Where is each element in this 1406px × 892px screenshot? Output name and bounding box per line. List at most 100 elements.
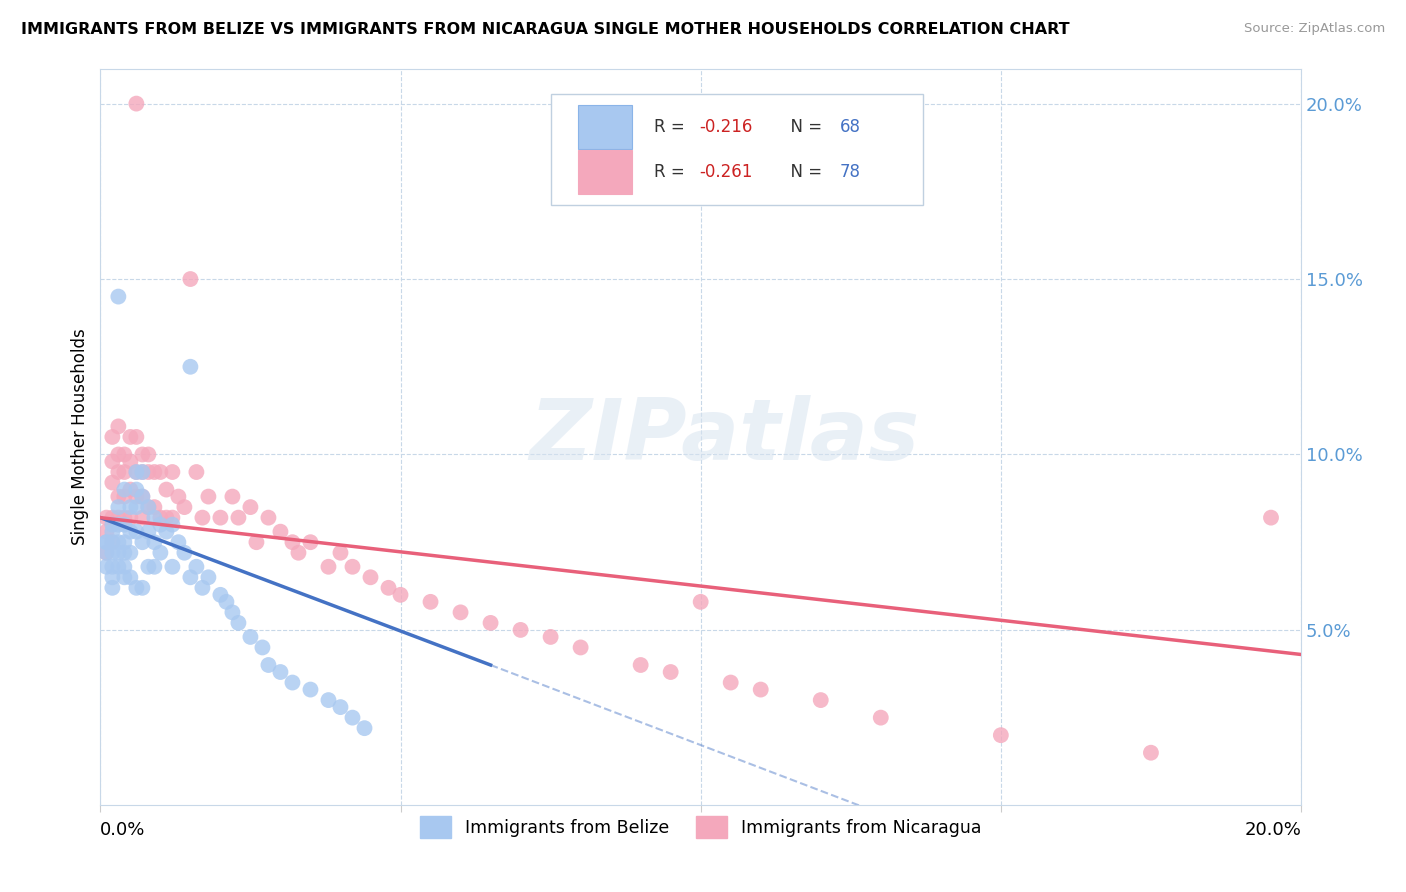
Point <box>509 623 531 637</box>
Point <box>162 517 184 532</box>
Point <box>869 711 891 725</box>
Point <box>96 546 118 560</box>
Point <box>149 510 172 524</box>
Point <box>120 500 142 515</box>
Point <box>228 615 250 630</box>
Point <box>252 640 274 655</box>
Point <box>101 510 124 524</box>
Point <box>569 640 592 655</box>
Point <box>179 359 201 374</box>
Point <box>720 675 742 690</box>
Point <box>173 500 195 515</box>
Text: Source: ZipAtlas.com: Source: ZipAtlas.com <box>1244 22 1385 36</box>
Text: R =: R = <box>654 163 690 181</box>
Point <box>112 483 135 497</box>
Text: N =: N = <box>780 163 827 181</box>
Point <box>107 419 129 434</box>
Point <box>287 546 309 560</box>
Point <box>810 693 832 707</box>
Point <box>179 570 201 584</box>
Point <box>138 524 160 539</box>
Point <box>377 581 399 595</box>
Point <box>143 465 166 479</box>
Point <box>540 630 562 644</box>
Point <box>101 559 124 574</box>
Point <box>131 581 153 595</box>
Point <box>167 490 190 504</box>
Point <box>131 448 153 462</box>
Legend: Immigrants from Belize, Immigrants from Nicaragua: Immigrants from Belize, Immigrants from … <box>413 810 988 845</box>
Point <box>101 570 124 584</box>
Point <box>360 570 382 584</box>
Point <box>112 546 135 560</box>
Point <box>96 546 118 560</box>
Point <box>131 535 153 549</box>
Point <box>125 500 148 515</box>
Point <box>281 535 304 549</box>
FancyBboxPatch shape <box>551 95 922 205</box>
Point <box>318 559 340 574</box>
Point <box>389 588 412 602</box>
Point <box>101 430 124 444</box>
Point <box>112 535 135 549</box>
Point <box>96 559 118 574</box>
Point <box>107 546 129 560</box>
Point <box>630 658 652 673</box>
Point <box>101 475 124 490</box>
Point <box>112 490 135 504</box>
Point <box>96 535 118 549</box>
Point <box>342 559 364 574</box>
Point <box>101 535 124 549</box>
Point <box>125 581 148 595</box>
Point <box>353 721 375 735</box>
Point <box>162 510 184 524</box>
Point <box>299 682 322 697</box>
Point <box>107 289 129 303</box>
Point <box>125 490 148 504</box>
Point <box>329 546 352 560</box>
Text: ZIPatlas: ZIPatlas <box>530 395 920 478</box>
Point <box>191 510 214 524</box>
Point <box>318 693 340 707</box>
Point <box>197 570 219 584</box>
Point <box>131 490 153 504</box>
Point <box>281 675 304 690</box>
Point <box>209 588 232 602</box>
Point <box>209 510 232 524</box>
Text: IMMIGRANTS FROM BELIZE VS IMMIGRANTS FROM NICARAGUA SINGLE MOTHER HOUSEHOLDS COR: IMMIGRANTS FROM BELIZE VS IMMIGRANTS FRO… <box>21 22 1070 37</box>
Point <box>149 546 172 560</box>
Point <box>450 606 472 620</box>
Point <box>149 465 172 479</box>
Point <box>186 559 208 574</box>
Point <box>186 465 208 479</box>
Point <box>125 465 148 479</box>
Point <box>138 500 160 515</box>
Point <box>257 510 280 524</box>
Point <box>257 658 280 673</box>
Point <box>1260 510 1282 524</box>
Point <box>245 535 267 549</box>
Point <box>125 524 148 539</box>
Point <box>131 465 153 479</box>
Text: N =: N = <box>780 118 827 136</box>
Point <box>221 490 243 504</box>
Point <box>167 535 190 549</box>
Point <box>96 510 118 524</box>
Point <box>107 490 129 504</box>
Point <box>125 430 148 444</box>
Point <box>138 559 160 574</box>
Point <box>659 665 682 679</box>
Point <box>155 483 177 497</box>
Point <box>120 570 142 584</box>
Point <box>101 517 124 532</box>
Point <box>299 535 322 549</box>
Point <box>120 454 142 468</box>
Point <box>138 448 160 462</box>
Point <box>329 700 352 714</box>
Point <box>221 606 243 620</box>
Point <box>269 524 291 539</box>
Point <box>125 96 148 111</box>
Point <box>125 483 148 497</box>
Point <box>107 500 129 515</box>
Point <box>419 595 441 609</box>
